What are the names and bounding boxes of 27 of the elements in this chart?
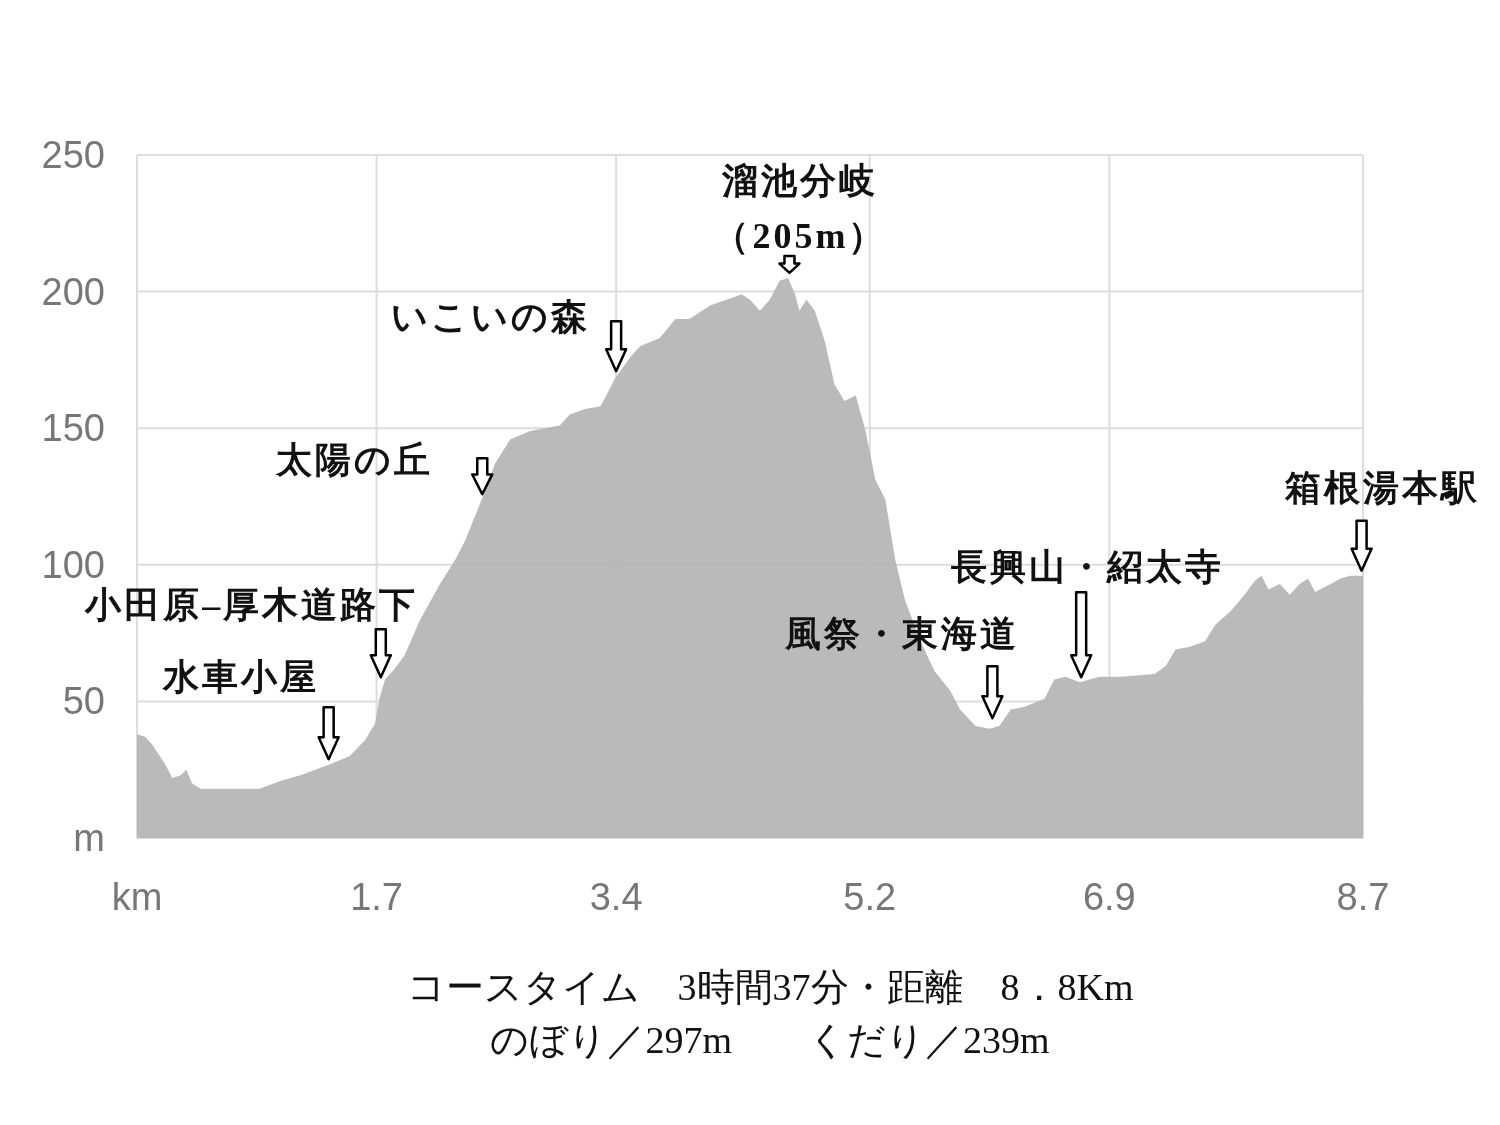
annotation: いこいの森 bbox=[390, 297, 590, 338]
x-tick-label: 1.7 bbox=[350, 876, 403, 918]
annotation: 風祭・東海道 bbox=[785, 614, 1020, 720]
x-tick-label: 6.9 bbox=[1082, 876, 1136, 918]
annotation: 溜池分岐（205m） bbox=[713, 160, 888, 275]
y-tick-label: 100 bbox=[41, 543, 105, 586]
y-tick-label: 200 bbox=[41, 270, 105, 313]
annotation: 溜池分岐（205m） bbox=[713, 160, 888, 256]
text: コースタイム 3時間37分・距離 8．8Km bbox=[406, 966, 1134, 1008]
annotation: 水車小屋 bbox=[162, 657, 340, 761]
y-tick-label: 50 bbox=[62, 680, 105, 723]
annotation: 風祭・東海道 bbox=[784, 614, 1020, 655]
y-tick-label: m bbox=[73, 817, 105, 859]
x-tick-label: 5.2 bbox=[843, 876, 897, 918]
text: のぼり／297m くだり／239m bbox=[490, 1019, 1050, 1061]
y-tick-label: 250 bbox=[41, 134, 105, 176]
annotation: 小田原–厚木道路下 bbox=[84, 585, 419, 626]
annotation: いこいの森 bbox=[390, 297, 628, 373]
annotation: 箱根湯本駅 bbox=[1284, 467, 1481, 508]
annotation: 太陽の丘 bbox=[275, 440, 494, 496]
annotation: 水車小屋 bbox=[161, 657, 319, 698]
x-tick-label: km bbox=[111, 876, 163, 918]
x-tick-label: 3.4 bbox=[589, 876, 643, 918]
annotation: 太陽の丘 bbox=[274, 440, 433, 481]
x-tick-label: 8.7 bbox=[1336, 876, 1390, 918]
y-tick-label: 150 bbox=[41, 407, 105, 450]
annotation: 箱根湯本駅 bbox=[1285, 467, 1481, 572]
